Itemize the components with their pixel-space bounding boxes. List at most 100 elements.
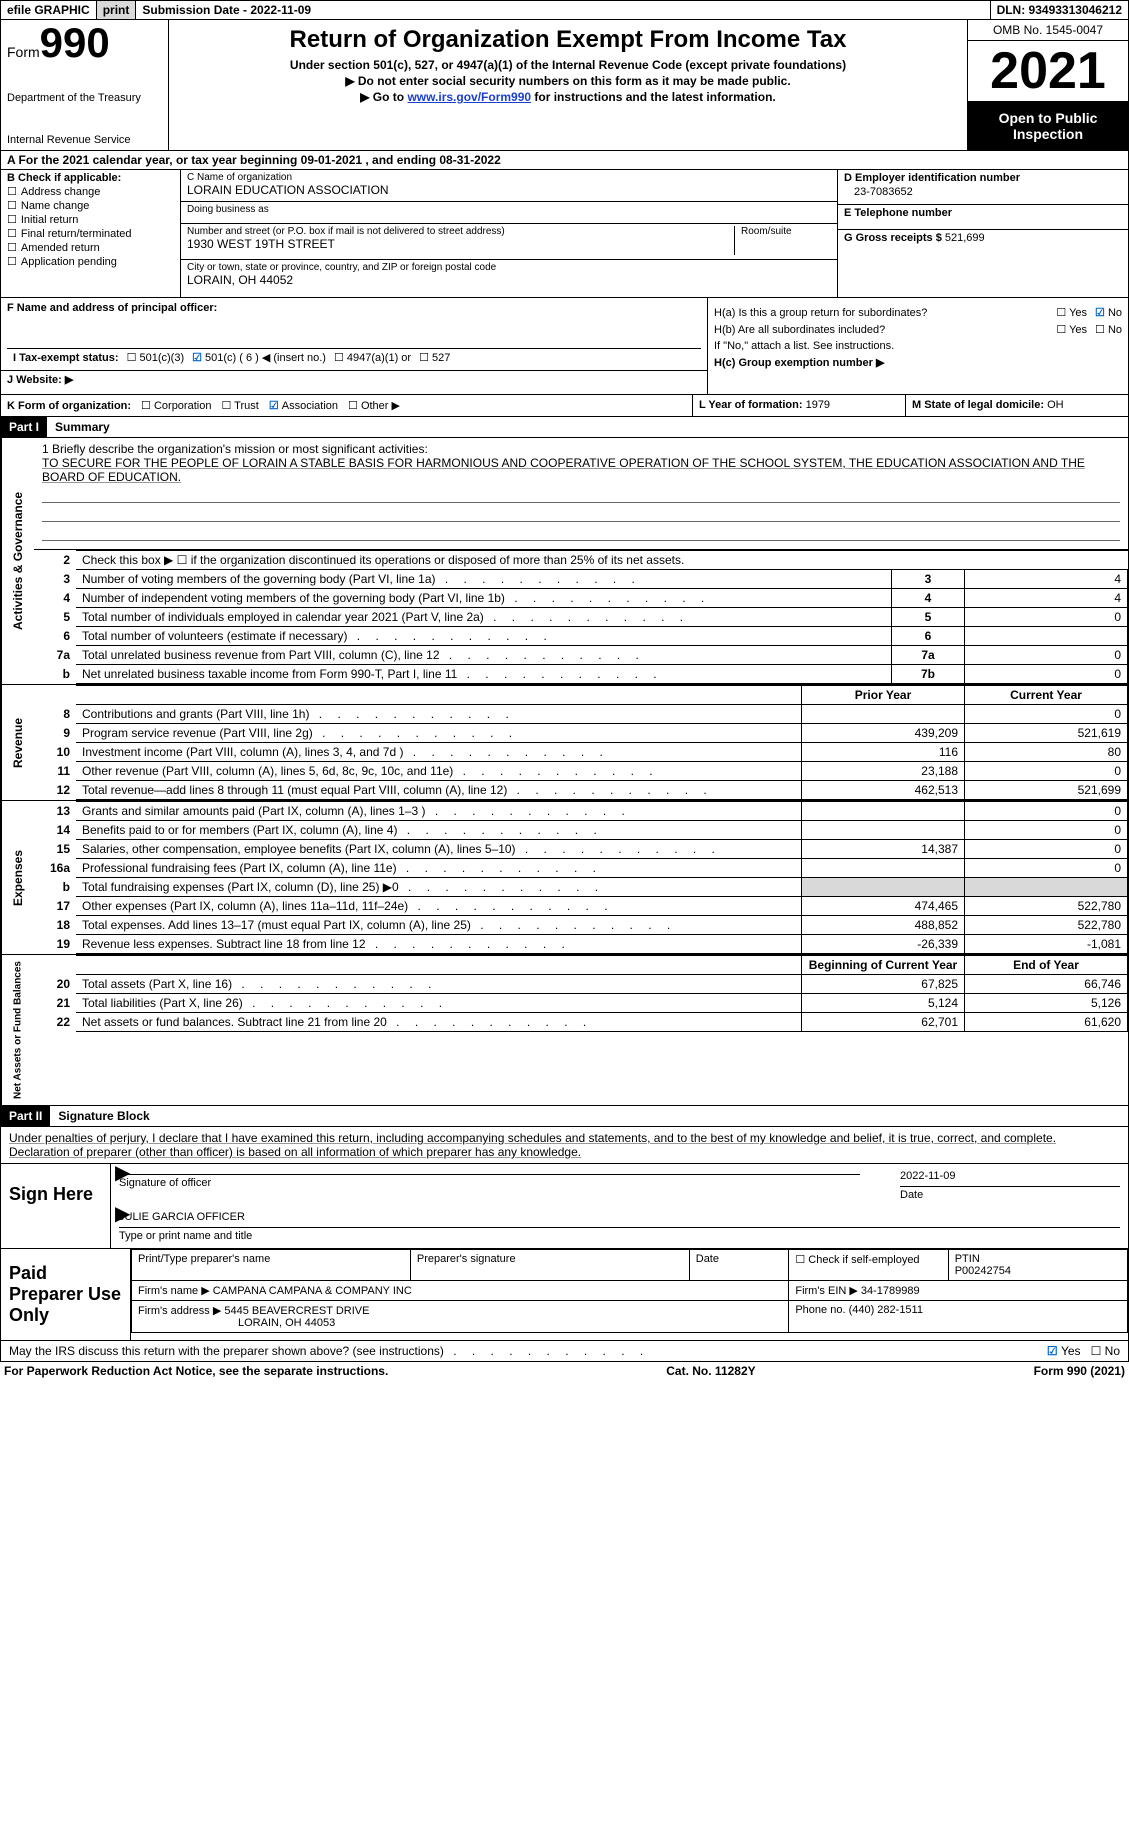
phone-label: Phone no. bbox=[795, 1304, 845, 1316]
sig-officer-label: Signature of officer bbox=[119, 1177, 860, 1189]
gross-label: G Gross receipts $ bbox=[844, 232, 942, 244]
net-section: Net Assets or Fund Balances Beginning of… bbox=[0, 955, 1129, 1106]
footer-center: Cat. No. 11282Y bbox=[666, 1364, 755, 1378]
form-number-block: Form990 Department of the Treasury Inter… bbox=[1, 20, 169, 150]
k-label: K Form of organization: bbox=[7, 400, 131, 412]
check-application-pending[interactable]: Application pending bbox=[7, 255, 174, 268]
f-label: F Name and address of principal officer: bbox=[7, 302, 217, 314]
efile-label: efile GRAPHIC bbox=[1, 1, 97, 19]
check-4947[interactable]: 4947(a)(1) or bbox=[334, 351, 411, 364]
check-address-change[interactable]: Address change bbox=[7, 185, 174, 198]
form-header: Form990 Department of the Treasury Inter… bbox=[0, 20, 1129, 151]
ha-no[interactable]: No bbox=[1095, 306, 1122, 319]
prep-selfemp[interactable]: Check if self-employed bbox=[789, 1250, 948, 1281]
may-irs-no[interactable]: No bbox=[1091, 1344, 1120, 1358]
sub3-post: for instructions and the latest informat… bbox=[531, 90, 776, 104]
dln-label: DLN: 93493313046212 bbox=[991, 1, 1128, 19]
check-name-change[interactable]: Name change bbox=[7, 199, 174, 212]
mission-block: 1 Briefly describe the organization's mi… bbox=[34, 438, 1128, 550]
open-to-public: Open to Public Inspection bbox=[968, 102, 1128, 150]
mission-text: TO SECURE FOR THE PEOPLE OF LORAIN A STA… bbox=[42, 456, 1120, 484]
header-sub1: Under section 501(c), 527, or 4947(a)(1)… bbox=[179, 58, 957, 72]
hb-yes[interactable]: Yes bbox=[1056, 323, 1087, 336]
k-trust[interactable]: Trust bbox=[221, 399, 258, 412]
footer-left: For Paperwork Reduction Act Notice, see … bbox=[4, 1364, 388, 1378]
m-label: M State of legal domicile: bbox=[912, 399, 1044, 411]
check-501c[interactable]: 501(c) ( 6 ) ◀ (insert no.) bbox=[192, 351, 326, 364]
vtab-net: Net Assets or Fund Balances bbox=[1, 955, 34, 1105]
blank-line bbox=[42, 528, 1120, 541]
part2-title: Signature Block bbox=[50, 1106, 157, 1126]
signature-declaration: Under penalties of perjury, I declare th… bbox=[1, 1127, 1128, 1164]
ein-label: D Employer identification number bbox=[844, 172, 1122, 184]
header-sub2: Do not enter social security numbers on … bbox=[179, 74, 957, 88]
ha-yes[interactable]: Yes bbox=[1056, 306, 1087, 319]
firm-ein: 34-1789989 bbox=[861, 1285, 920, 1297]
vtab-revenue: Revenue bbox=[1, 685, 34, 800]
block-c: C Name of organization LORAIN EDUCATION … bbox=[181, 170, 838, 297]
tax-year: 2021 bbox=[968, 41, 1128, 102]
check-amended-return[interactable]: Amended return bbox=[7, 241, 174, 254]
row-j-website: J Website: ▶ bbox=[1, 370, 707, 388]
signature-block: Under penalties of perjury, I declare th… bbox=[0, 1127, 1129, 1341]
ha-label: H(a) Is this a group return for subordin… bbox=[714, 307, 1048, 319]
hb-no[interactable]: No bbox=[1095, 323, 1122, 336]
h-column: H(a) Is this a group return for subordin… bbox=[708, 298, 1128, 394]
revenue-table: Prior YearCurrent Year8Contributions and… bbox=[34, 685, 1128, 800]
street-address: 1930 WEST 19TH STREET bbox=[187, 237, 728, 251]
part2-header: Part II Signature Block bbox=[0, 1106, 1129, 1127]
sign-here-grid: Sign Here Signature of officer 2022-11-0… bbox=[1, 1164, 1128, 1249]
k-other[interactable]: Other ▶ bbox=[348, 399, 400, 412]
m-state: OH bbox=[1047, 399, 1064, 411]
sign-here-label: Sign Here bbox=[1, 1164, 111, 1248]
header-center: Return of Organization Exempt From Incom… bbox=[169, 20, 968, 150]
firm-name-label: Firm's name ▶ bbox=[138, 1285, 210, 1297]
hb-note: If "No," attach a list. See instructions… bbox=[714, 340, 1122, 352]
part1-title: Summary bbox=[47, 417, 118, 437]
header-right: OMB No. 1545-0047 2021 Open to Public In… bbox=[968, 20, 1128, 150]
form-990-number: 990 bbox=[40, 19, 110, 66]
check-b-column: B Check if applicable: Address change Na… bbox=[1, 170, 181, 297]
officer-name: JULIE GARCIA OFFICER bbox=[119, 1211, 1120, 1223]
header-sub3: Go to www.irs.gov/Form990 for instructio… bbox=[179, 90, 957, 104]
form-title: Return of Organization Exempt From Incom… bbox=[179, 26, 957, 54]
meta-grid: B Check if applicable: Address change Na… bbox=[0, 170, 1129, 298]
ptin-value: P00242754 bbox=[955, 1265, 1121, 1277]
sig-date: 2022-11-09 bbox=[900, 1170, 1120, 1182]
room-label: Room/suite bbox=[741, 226, 831, 237]
sig-date-label: Date bbox=[900, 1189, 1120, 1201]
org-name-label: C Name of organization bbox=[187, 172, 831, 183]
gov-section: Activities & Governance 1 Briefly descri… bbox=[0, 438, 1129, 685]
phone-value: (440) 282-1511 bbox=[849, 1304, 923, 1316]
hb-label: H(b) Are all subordinates included? bbox=[714, 324, 1048, 336]
city-label: City or town, state or province, country… bbox=[187, 262, 831, 273]
check-501c3[interactable]: 501(c)(3) bbox=[127, 351, 185, 364]
firm-addr1: 5445 BEAVERCREST DRIVE bbox=[224, 1305, 369, 1317]
part1-header: Part I Summary bbox=[0, 417, 1129, 438]
hc-label: H(c) Group exemption number ▶ bbox=[714, 356, 1122, 369]
f-value bbox=[7, 314, 701, 344]
k-association[interactable]: Association bbox=[269, 399, 338, 412]
check-final-return[interactable]: Final return/terminated bbox=[7, 227, 174, 240]
firm-ein-label: Firm's EIN ▶ bbox=[795, 1285, 858, 1297]
revenue-section: Revenue Prior YearCurrent Year8Contribut… bbox=[0, 685, 1129, 801]
l-year: 1979 bbox=[806, 399, 830, 411]
paid-preparer-label: Paid Preparer Use Only bbox=[1, 1249, 131, 1340]
treasury-dept: Department of the Treasury bbox=[7, 92, 162, 104]
vtab-expenses: Expenses bbox=[1, 801, 34, 954]
may-irs-yes[interactable]: Yes bbox=[1047, 1344, 1081, 1358]
omb-number: OMB No. 1545-0047 bbox=[968, 20, 1128, 41]
block-d: D Employer identification number 23-7083… bbox=[838, 170, 1128, 297]
k-corporation[interactable]: Corporation bbox=[141, 399, 211, 412]
preparer-table: Print/Type preparer's name Preparer's si… bbox=[131, 1249, 1128, 1333]
form-word: Form bbox=[7, 44, 40, 60]
print-button[interactable]: print bbox=[97, 1, 137, 19]
footer-right: Form 990 (2021) bbox=[1034, 1364, 1125, 1378]
blank-line bbox=[42, 490, 1120, 503]
check-527[interactable]: 527 bbox=[419, 351, 450, 364]
row-klm: K Form of organization: Corporation Trus… bbox=[0, 395, 1129, 417]
net-table: Beginning of Current YearEnd of Year20To… bbox=[34, 955, 1128, 1032]
blank-line bbox=[42, 509, 1120, 522]
irs-link[interactable]: www.irs.gov/Form990 bbox=[407, 90, 531, 104]
check-initial-return[interactable]: Initial return bbox=[7, 213, 174, 226]
